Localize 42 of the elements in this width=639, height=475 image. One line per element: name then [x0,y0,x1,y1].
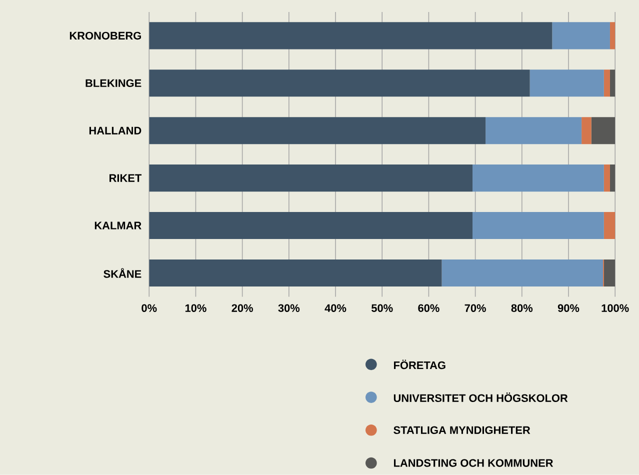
bar [472,164,604,192]
y-tick-label: BLEKINGE [86,79,142,88]
bar [472,212,604,240]
x-tick-label: 40% [324,304,346,312]
x-tick-label: 60% [418,304,440,312]
legend-label: FÖRETAG [394,360,446,370]
bar [604,164,610,192]
y-tick-label: RIKET [110,174,142,182]
x-tick-label: 80% [511,304,533,312]
y-tick-label: KALMAR [94,222,142,230]
bar [604,70,610,97]
bar [591,117,616,144]
bar [149,212,473,240]
y-tick-label: KRONOBERG [70,32,141,40]
bar [486,117,582,144]
bar [552,22,610,50]
x-tick-label: 50% [372,304,393,312]
x-tick-label: 90% [558,304,580,312]
legend-label: STATLIGA MYNDIGHETER [394,426,530,434]
x-tick-label: 0% [142,304,157,312]
bar [149,22,552,50]
bar [610,22,616,50]
bar [149,117,486,144]
bar [582,117,592,144]
bar [149,164,473,192]
x-tick-label: 30% [278,304,300,312]
bar [149,70,530,97]
bar [442,259,603,287]
bar [604,259,616,287]
legend-label: UNIVERSITET OCH HÖGSKOLOR [394,392,568,402]
bar [604,212,616,240]
legend-label: LANDSTING OCH KOMMUNER [394,459,554,467]
x-tick-label: 20% [232,304,253,312]
x-tick-label: 70% [464,304,486,312]
y-tick-label: SKÅNE [104,268,142,278]
x-tick-label: 100% [602,304,629,312]
bar [610,164,616,192]
bar [149,259,442,287]
y-tick-label: HALLAND [89,126,142,134]
bar [530,70,604,97]
bar [610,70,616,97]
x-tick-label: 10% [185,304,206,312]
